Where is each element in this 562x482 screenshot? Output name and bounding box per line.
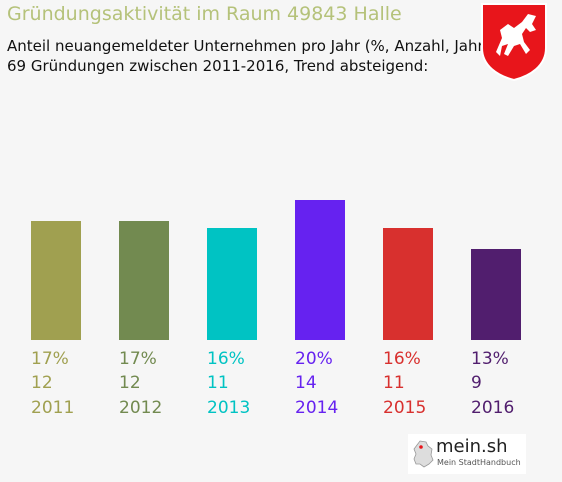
bar-2012 — [119, 221, 169, 340]
count-label-2013: 11 — [207, 373, 229, 393]
germany-map-icon — [413, 440, 434, 468]
count-label-2015: 11 — [383, 373, 405, 393]
logo-text: mein.sh — [436, 436, 508, 457]
coat-of-arms-horse-icon — [481, 3, 547, 82]
percent-label-2016: 13% — [471, 349, 509, 369]
year-label-2011: 2011 — [31, 398, 74, 418]
bar-2013 — [207, 228, 257, 340]
year-label-2015: 2015 — [383, 398, 426, 418]
bar-2016 — [471, 249, 521, 340]
chart-title: Gründungsaktivität im Raum 49843 Halle — [7, 3, 402, 25]
percent-label-2012: 17% — [119, 349, 157, 369]
year-label-2013: 2013 — [207, 398, 250, 418]
subtitle-line-2: 69 Gründungen zwischen 2011-2016, Trend … — [7, 57, 429, 75]
year-label-2014: 2014 — [295, 398, 338, 418]
percent-label-2015: 16% — [383, 349, 421, 369]
mein-sh-logo: mein.sh Mein StadtHandbuch — [408, 434, 526, 474]
bar-2011 — [31, 221, 81, 340]
count-label-2012: 12 — [119, 373, 141, 393]
year-label-2016: 2016 — [471, 398, 514, 418]
bar-2015 — [383, 228, 433, 340]
percent-label-2014: 20% — [295, 349, 333, 369]
subtitle-line-1: Anteil neuangemeldeter Unternehmen pro J… — [7, 37, 490, 55]
count-label-2016: 9 — [471, 373, 482, 393]
chart-subtitle: Anteil neuangemeldeter Unternehmen pro J… — [7, 36, 490, 76]
count-label-2014: 14 — [295, 373, 317, 393]
year-label-2012: 2012 — [119, 398, 162, 418]
percent-label-2011: 17% — [31, 349, 69, 369]
percent-label-2013: 16% — [207, 349, 245, 369]
count-label-2011: 12 — [31, 373, 53, 393]
bar-2014 — [295, 200, 345, 340]
logo-subtext: Mein StadtHandbuch — [437, 458, 521, 467]
